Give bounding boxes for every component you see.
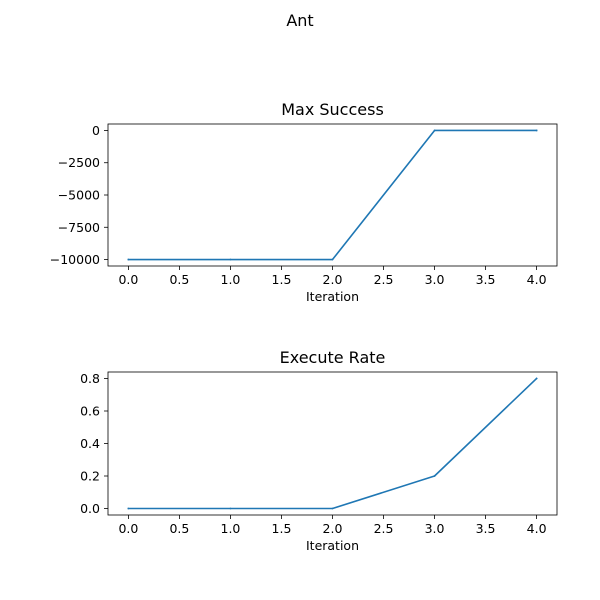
max-success-x-tick-label: 1.0 (221, 272, 241, 287)
execute-rate-x-tick-label: 2.5 (374, 521, 394, 536)
execute-rate-title: Execute Rate (280, 348, 386, 367)
figure-suptitle: Ant (286, 11, 313, 30)
execute-rate-x-tick-label: 0.0 (118, 521, 138, 536)
max-success-x-tick-label: 2.0 (323, 272, 343, 287)
max-success-data-point (433, 129, 436, 132)
max-success-data-point (229, 258, 232, 261)
execute-rate-x-tick-label: 1.0 (221, 521, 241, 536)
execute-rate-x-tick-label: 3.0 (425, 521, 445, 536)
execute-rate-x-axis-label: Iteration (306, 538, 359, 553)
chart-max-success: Max Success 0.0 0.5 1.0 1.5 2.0 2.5 3.0 3.5 4.0 0 −… (50, 100, 558, 304)
execute-rate-y-tick-label: 0.0 (80, 501, 100, 516)
execute-rate-axes-frame (107, 371, 558, 516)
max-success-y-tick-label: −10000 (50, 252, 100, 267)
execute-rate-data-point (433, 475, 436, 477)
max-success-x-tick-label: 3.0 (425, 272, 445, 287)
execute-rate-data-point (535, 377, 538, 380)
execute-rate-data-point (127, 507, 130, 510)
max-success-y-tick-label: −7500 (58, 220, 100, 235)
execute-rate-x-tick-label: 1.5 (272, 521, 292, 536)
chart-execute-rate: Execute Rate 0.0 0.5 1.0 1.5 2.0 2.5 3.0 3.5 4.0 0… (80, 348, 558, 553)
max-success-y-tick-label: −5000 (58, 188, 100, 203)
max-success-x-axis-label: Iteration (306, 289, 359, 304)
max-success-data-point (127, 258, 130, 261)
execute-rate-y-tick-label: 0.6 (80, 404, 100, 419)
max-success-x-tick-label: 3.5 (476, 272, 496, 287)
max-success-axes-frame (107, 123, 558, 267)
execute-rate-y-tick-label: 0.8 (80, 371, 100, 386)
execute-rate-x-tick-label: 0.5 (169, 521, 189, 536)
execute-rate-x-tick-label: 3.5 (476, 521, 496, 536)
max-success-data-point (535, 129, 538, 132)
max-success-x-tick-label: 0.0 (118, 272, 138, 287)
execute-rate-y-tick-label: 0.2 (80, 469, 100, 484)
max-success-data-point (331, 258, 334, 261)
execute-rate-x-tick-label: 4.0 (527, 521, 547, 536)
execute-rate-data-point (229, 507, 232, 510)
max-success-y-tick-label: 0 (92, 123, 100, 138)
max-success-title: Max Success (281, 100, 384, 119)
max-success-x-tick-label: 4.0 (527, 272, 547, 287)
max-success-x-tick-label: 1.5 (272, 272, 292, 287)
execute-rate-data-point (331, 507, 334, 510)
max-success-x-tick-label: 2.5 (374, 272, 394, 287)
execute-rate-y-tick-label: 0.4 (80, 436, 100, 451)
max-success-x-tick-label: 0.5 (169, 272, 189, 287)
execute-rate-x-tick-label: 2.0 (323, 521, 343, 536)
max-success-y-tick-label: −2500 (58, 155, 100, 170)
